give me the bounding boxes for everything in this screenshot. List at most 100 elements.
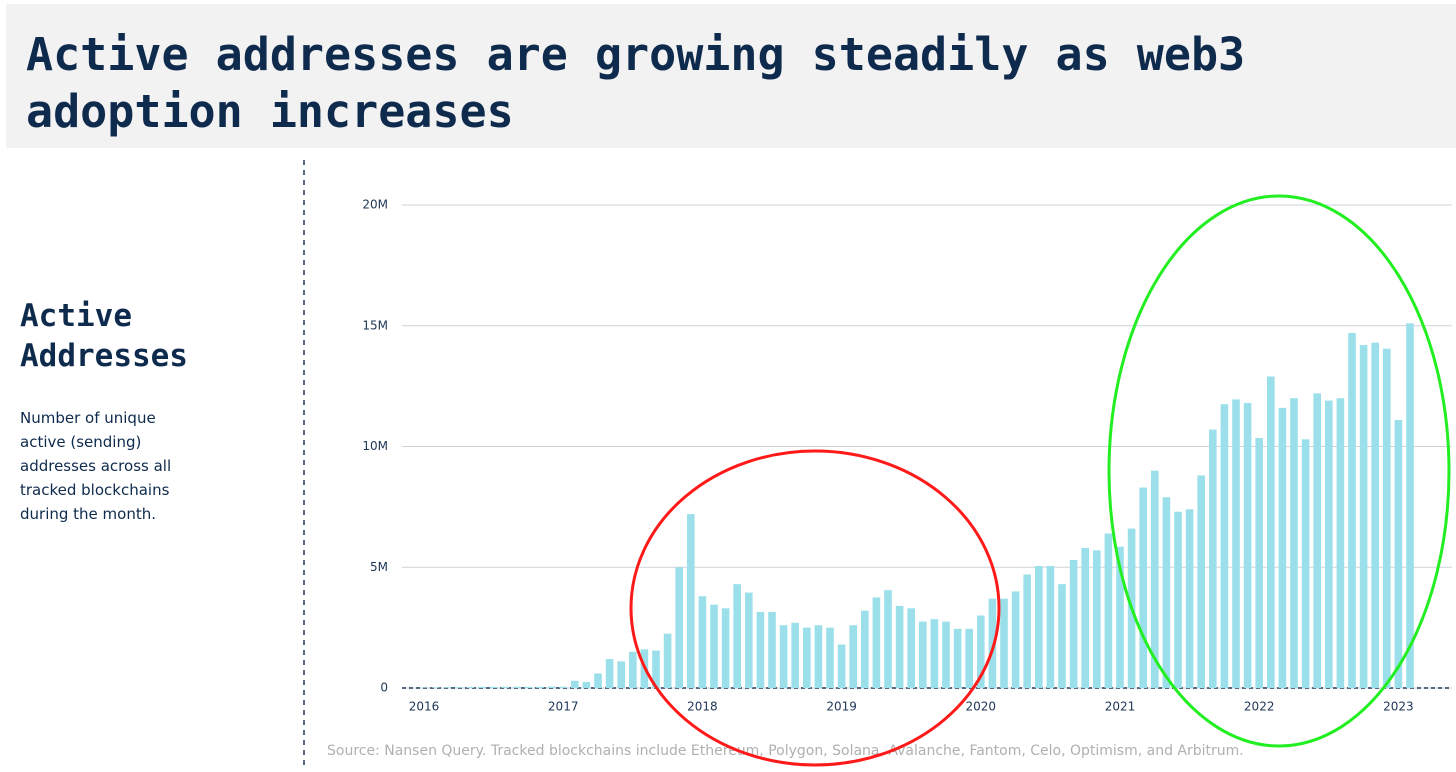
bar — [1058, 584, 1066, 688]
bar — [756, 611, 765, 688]
x-tick-label: 2021 — [1105, 700, 1136, 714]
bar — [687, 514, 695, 688]
bar — [1394, 419, 1403, 688]
description: Number of unique active (sending) addres… — [20, 409, 172, 523]
bar — [803, 627, 811, 688]
bar — [1046, 566, 1055, 688]
bar — [826, 627, 834, 688]
source: Source: Nansen Query. Tracked blockchain… — [327, 743, 1244, 759]
heading: Active Addresses — [20, 298, 188, 374]
x-tick-label: 2018 — [687, 700, 718, 714]
bar — [1371, 342, 1379, 688]
highlight-red — [629, 449, 1001, 767]
bar — [791, 622, 799, 688]
bar — [1139, 487, 1147, 688]
bar — [1000, 598, 1008, 688]
bar — [930, 619, 939, 688]
bar — [861, 610, 869, 688]
bar — [513, 686, 521, 688]
header: Active addresses are growing steadily as… — [6, 4, 1456, 148]
bar — [1116, 546, 1124, 688]
bar — [907, 608, 915, 688]
bar — [837, 644, 846, 688]
bar — [1185, 509, 1194, 688]
bar — [455, 687, 463, 688]
bar — [849, 625, 857, 688]
bar — [942, 621, 950, 688]
x-tick-label: 2020 — [966, 700, 997, 714]
y-tick-label: 20M — [362, 198, 388, 212]
bar — [1232, 399, 1240, 688]
bar — [1174, 511, 1182, 688]
bar — [1197, 475, 1205, 688]
y-tick-label: 10M — [362, 439, 388, 453]
bar — [1220, 404, 1229, 688]
bar — [1093, 550, 1101, 688]
bar — [443, 687, 451, 688]
bar — [965, 628, 973, 688]
x-tick-label: 2017 — [548, 700, 579, 714]
bar — [953, 628, 962, 688]
bar — [768, 611, 776, 688]
bar — [814, 625, 823, 688]
plot: 0 5M 10M 15M 20M 2016 2017 2018 2019 2020 2021 2022… — [362, 198, 1452, 714]
bar — [895, 605, 904, 688]
bar — [977, 615, 985, 688]
bar — [1301, 439, 1310, 688]
bar — [779, 625, 788, 688]
bar — [536, 686, 544, 688]
bar — [1336, 398, 1345, 688]
bar — [1359, 345, 1368, 688]
bar — [675, 567, 683, 688]
bar — [489, 686, 498, 688]
bar — [559, 686, 567, 688]
bar — [1290, 398, 1298, 688]
bar — [1383, 348, 1391, 688]
bar — [663, 633, 672, 688]
x-tick-label: 2019 — [826, 700, 857, 714]
bar — [1278, 407, 1287, 688]
title: Active addresses are growing steadily as… — [26, 28, 1246, 138]
bar — [652, 650, 660, 688]
bar — [1313, 393, 1321, 688]
bar — [710, 604, 718, 688]
bar — [582, 681, 591, 688]
bar — [1325, 400, 1333, 688]
bar — [1104, 533, 1113, 688]
y-tick-label: 15M — [362, 318, 388, 332]
bar — [1255, 438, 1263, 688]
highlight-green — [1107, 194, 1451, 748]
bar — [1011, 591, 1020, 688]
bar — [501, 686, 509, 688]
bar — [919, 621, 927, 688]
bar — [733, 584, 741, 688]
bar — [1151, 470, 1159, 688]
bar — [698, 596, 707, 688]
bar — [1035, 566, 1043, 688]
bar — [872, 597, 881, 688]
bar — [721, 608, 730, 688]
bar — [478, 686, 486, 688]
y-tick-label: 0 — [380, 681, 388, 695]
bar — [605, 659, 614, 688]
bar — [1267, 376, 1275, 688]
bar — [988, 598, 997, 688]
bar — [1069, 560, 1078, 688]
bar — [745, 592, 753, 688]
bar — [1243, 403, 1252, 688]
bar — [1406, 323, 1414, 688]
bar — [466, 687, 475, 688]
bar — [594, 673, 602, 688]
bar — [1348, 332, 1356, 688]
bar — [1162, 497, 1171, 688]
bar — [884, 590, 892, 688]
bar — [524, 686, 533, 688]
bar — [629, 651, 637, 688]
bar — [617, 661, 625, 688]
bar — [547, 686, 556, 688]
x-tick-label: 2016 — [409, 700, 440, 714]
bar — [1209, 429, 1217, 688]
bar — [571, 680, 579, 688]
